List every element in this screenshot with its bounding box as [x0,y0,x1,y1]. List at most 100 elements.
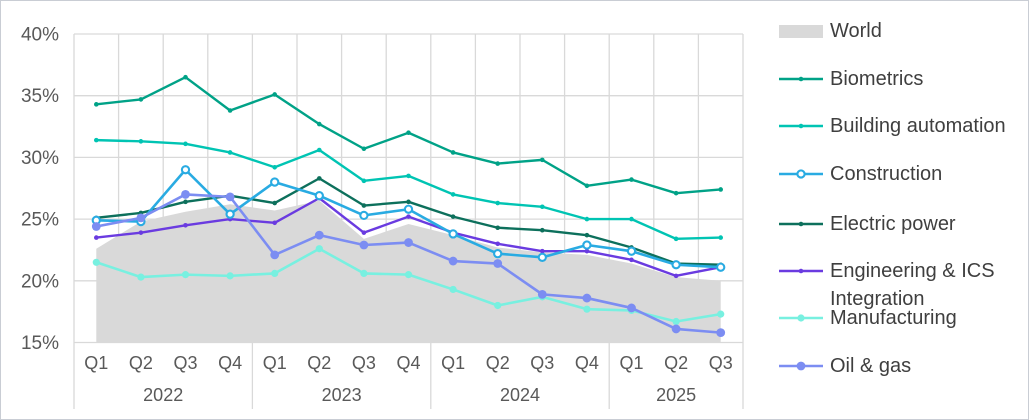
y-axis-label: 25% [21,210,59,231]
legend-swatch-line [779,221,823,227]
marker-engineering-and-ics-integration [361,230,367,235]
marker-construction [314,191,324,201]
marker-manufacturing [672,317,680,326]
marker-engineering-and-ics-integration [183,222,188,228]
x-axis-year-label: 2023 [322,385,362,405]
marker-biometrics [584,183,590,189]
x-axis-quarter-label: Q3 [173,353,197,373]
marker-building-automation [629,216,634,222]
legend-item-engineering-and-ics-integration: Engineering & ICS Integration [779,257,1028,313]
marker-building-automation [183,141,188,147]
legend-swatch-line [779,123,823,129]
legend-label: Building automation [830,115,1006,137]
marker-engineering-and-ics-integration [629,257,634,263]
x-axis-quarter-label: Q4 [396,353,420,373]
marker-oil-and-gas [582,293,592,303]
marker-electric-power [183,199,188,205]
marker-building-automation [495,200,501,206]
marker-biometrics [183,74,188,80]
marker-building-automation [227,150,233,155]
x-axis-quarter-label: Q2 [129,353,153,373]
marker-biometrics [227,108,233,113]
marker-building-automation [361,178,367,184]
marker-engineering-and-ics-integration [495,241,501,247]
marker-biometrics [450,150,456,155]
marker-construction [448,229,458,239]
marker-construction [537,252,547,263]
legend-item-building-automation: Building automation [779,112,1006,140]
x-axis-quarter-label: Q1 [263,353,287,373]
x-axis-year-label: 2025 [656,385,696,405]
legend-label: Biometrics [830,68,924,90]
marker-oil-and-gas [270,250,280,260]
marker-biometrics [673,190,679,196]
marker-biometrics [317,121,322,127]
x-axis-quarter-label: Q4 [218,353,242,373]
marker-oil-and-gas [537,289,547,299]
marker-building-automation [406,173,411,179]
marker-manufacturing [404,271,413,279]
x-axis-quarter-label: Q1 [441,353,465,373]
marker-manufacturing [717,310,725,318]
legend-swatch-line [779,268,823,274]
marker-manufacturing [226,272,234,280]
marker-oil-and-gas [671,324,681,334]
chart-legend: World Biometrics Building automation Constr… [779,1,1028,419]
marker-biometrics [406,130,411,136]
marker-electric-power [584,232,590,238]
marker-engineering-and-ics-integration [272,220,278,226]
legend-item-oil-and-gas: Oil & gas [779,352,911,380]
legend-label: Manufacturing [830,307,957,329]
marker-manufacturing [360,269,368,277]
marker-manufacturing [583,305,591,313]
marker-oil-and-gas [716,328,726,338]
marker-building-automation [673,236,679,242]
marker-construction [180,165,191,175]
marker-manufacturing [315,245,323,253]
y-axis-label: 30% [21,148,59,169]
x-axis-quarter-label: Q2 [664,353,688,373]
y-axis-label: 15% [21,333,59,354]
marker-manufacturing [181,271,190,279]
marker-construction [270,177,280,187]
marker-oil-and-gas [448,256,458,266]
marker-manufacturing [92,258,100,266]
legend-label: Oil & gas [830,355,912,377]
marker-biometrics [138,97,144,102]
marker-construction [225,209,235,219]
marker-building-automation [718,235,723,240]
marker-oil-and-gas [225,192,235,202]
x-axis-quarter-label: Q3 [709,353,733,373]
x-axis-year-label: 2024 [500,385,540,405]
y-axis-label: 35% [21,86,59,107]
marker-construction [493,249,503,259]
marker-building-automation [450,192,456,197]
x-axis-quarter-label: Q3 [530,353,554,373]
marker-electric-power [317,176,322,181]
marker-engineering-and-ics-integration [94,235,99,240]
marker-electric-power [495,225,501,231]
marker-biometrics [629,177,634,182]
marker-engineering-and-ics-integration [138,230,144,235]
marker-construction [403,204,414,214]
legend-swatch-line [779,361,823,371]
marker-building-automation [540,204,545,210]
marker-oil-and-gas [314,230,324,240]
legend-swatch-area [779,25,823,38]
marker-building-automation [317,147,322,153]
x-axis-quarter-label: Q2 [307,353,331,373]
marker-electric-power [272,200,278,206]
marker-manufacturing [449,285,457,294]
x-axis-quarter-label: Q1 [619,353,643,373]
marker-biometrics [540,157,545,163]
x-axis-quarter-label: Q1 [84,353,108,373]
legend-swatch-line [779,76,823,82]
marker-biometrics [495,161,501,166]
legend-item-construction: Construction [779,160,942,188]
marker-biometrics [361,146,367,152]
marker-manufacturing [137,273,145,281]
x-axis-year-label: 2022 [143,385,183,405]
chart-canvas: 40% 35% 30% 25% 20% 15% Q1 Q2 Q3 Q4 Q1 Q2 Q3 Q4 Q1 Q2 Q3… [21,25,744,409]
marker-engineering-and-ics-integration [584,248,590,254]
